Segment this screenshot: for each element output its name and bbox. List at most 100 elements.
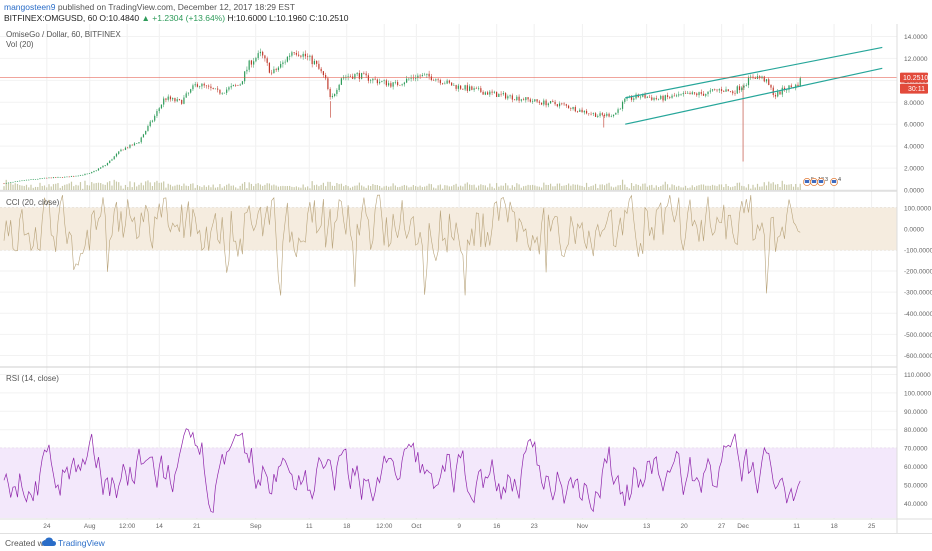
volume-bar (504, 183, 507, 190)
event-markers[interactable]: 51334 (803, 177, 841, 186)
candle-body (597, 115, 599, 117)
candle-body (223, 92, 226, 94)
candle-body (520, 99, 522, 101)
candle-body (439, 80, 441, 84)
candle-body (181, 99, 183, 104)
event-flag[interactable]: 4 (830, 177, 841, 186)
volume-bar (437, 185, 439, 190)
candle-body (469, 86, 471, 91)
volume-bar (52, 184, 55, 190)
volume-bar (291, 186, 293, 190)
footer: Created with TradingView (0, 533, 932, 551)
volume-bar (691, 185, 693, 190)
candle-body (280, 64, 282, 68)
candle-body (599, 113, 601, 116)
candle-body (208, 85, 210, 87)
volume-bar (246, 188, 248, 190)
price-candles (3, 48, 801, 185)
volume-bar (684, 185, 687, 190)
low-label: L: (269, 13, 277, 23)
volume-bar (115, 181, 118, 190)
volume-bar (759, 186, 761, 190)
volume-bar (273, 184, 275, 190)
candle-body (34, 179, 37, 180)
volume-bar (592, 185, 594, 190)
volume-bar (298, 187, 300, 190)
candle-body (151, 120, 154, 122)
candle-body (70, 176, 73, 177)
candle-body (93, 170, 95, 173)
candle-body (570, 108, 572, 109)
volume-bar (720, 184, 723, 190)
rsi-axis[interactable]: 110.0000 100.0000 90.0000 80.0000 70.0000 60.… (904, 372, 931, 508)
volume-bar (621, 179, 624, 190)
volume-bar (774, 184, 777, 190)
flag-icon (818, 180, 824, 183)
candle-body (781, 87, 783, 95)
trend-line-upper[interactable] (625, 46, 883, 99)
candle-body (493, 91, 495, 93)
candle-body (284, 61, 286, 63)
cci-axis-tick-label: -100.0000 (904, 247, 932, 254)
volume-bar (124, 184, 127, 190)
candle-body (603, 114, 606, 116)
volume-bar (82, 188, 84, 190)
candle-body (471, 86, 473, 90)
candle-body (453, 85, 455, 86)
author-link[interactable]: mangosteen9 (4, 2, 56, 12)
candle-body (615, 112, 617, 115)
ohlc-line: BITFINEX:OMGUSD, 60 O:10.4840 ▲ +1.2304 … (4, 13, 349, 23)
candle-body (64, 176, 66, 178)
candle-body (275, 69, 277, 71)
candle-body (246, 69, 248, 72)
candle-body (504, 93, 507, 99)
candle-body (448, 80, 450, 83)
volume-bar (304, 187, 307, 190)
candle-body (192, 85, 194, 90)
candle-body (100, 167, 102, 169)
cci-axis[interactable]: 100.0000 0.0000 -100.0000 -200.0000 -300.000… (904, 205, 932, 360)
candle-body (576, 111, 579, 112)
volume-bar (100, 183, 102, 190)
candle-body (729, 91, 732, 92)
trading-chart[interactable]: 51334 OmiseGo / Dollar, 60, BITFINEX Vol… (0, 24, 932, 533)
volume-bar (655, 185, 657, 190)
candle-body (662, 95, 664, 101)
candle-body (590, 113, 592, 115)
rsi-axis-tick-label: 70.0000 (904, 446, 928, 453)
volume-bar (709, 185, 711, 190)
candle-body (696, 93, 698, 96)
time-axis-tick-label: 24 (43, 523, 51, 530)
rsi-axis-tick-label: 60.0000 (904, 464, 928, 471)
volume-bar (86, 185, 88, 190)
volume-bar (264, 184, 266, 190)
candle-body (700, 92, 702, 94)
time-axis-tick-label: 11 (793, 523, 800, 530)
candle-body (734, 93, 736, 94)
candle-body (356, 73, 358, 75)
time-axis[interactable]: 24 Aug 12:00 14 21 Sep 11 18 12:00 Oct 9 16 23 Nov 13 2… (43, 523, 875, 530)
volume-bar (788, 184, 790, 190)
candle-body (707, 91, 709, 95)
volume-bar (3, 186, 5, 190)
volume-bar (122, 188, 124, 190)
candle-body (219, 89, 221, 94)
candle-body (322, 71, 324, 76)
volume-bar (70, 181, 73, 190)
rsi-axis-tick-label: 40.0000 (904, 501, 928, 508)
close-label: C: (309, 13, 318, 23)
volume-bar (73, 186, 75, 190)
candle-body (210, 86, 212, 89)
candle-body (255, 58, 257, 62)
volume-bar (194, 187, 196, 190)
volume-bar (489, 183, 491, 190)
candle-body (340, 78, 342, 85)
volume-bar (178, 184, 181, 190)
volume-bar (394, 185, 396, 190)
volume-bar (365, 187, 367, 190)
event-flag[interactable]: 3 (817, 177, 828, 186)
candle-body (774, 95, 777, 97)
tradingview-link[interactable]: TradingView (58, 538, 105, 548)
candle-body (106, 163, 109, 166)
candle-body (397, 82, 399, 86)
